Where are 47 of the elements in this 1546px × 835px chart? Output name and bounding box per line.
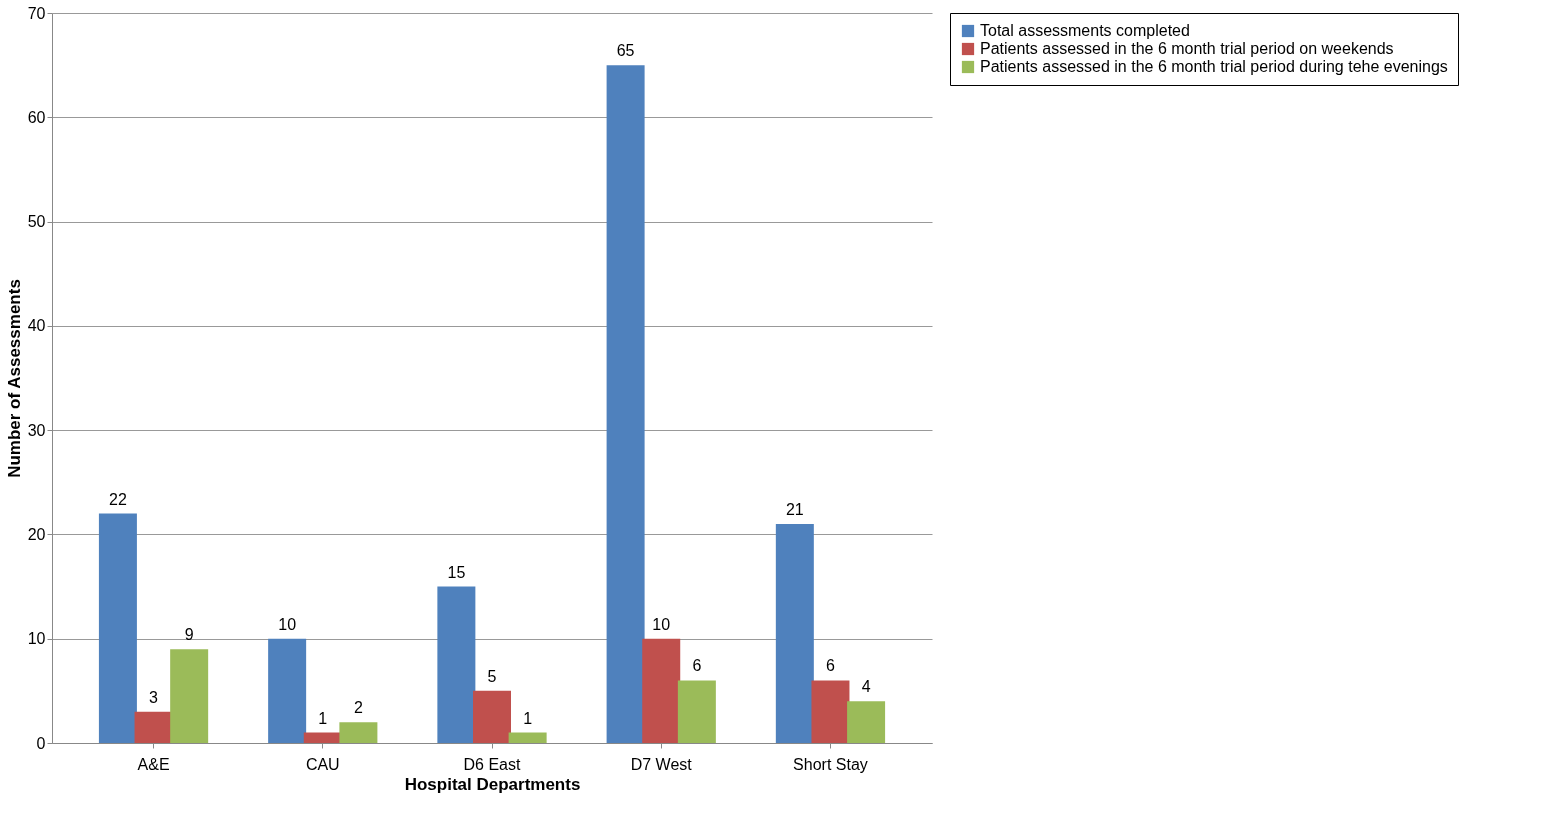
x-tick-label: A&E [137, 755, 170, 773]
bar [508, 732, 547, 743]
bar [775, 524, 814, 743]
data-label: 5 [487, 667, 497, 685]
y-tick-label: 70 [27, 4, 46, 22]
bar [473, 690, 511, 743]
data-label: 2 [353, 699, 363, 717]
data-label: 9 [184, 626, 194, 644]
y-tick-label: 30 [27, 421, 46, 439]
y-tick-label: 40 [27, 317, 46, 335]
data-label: 65 [616, 42, 635, 60]
bar [170, 649, 209, 743]
bar [642, 638, 681, 743]
data-label: 3 [149, 688, 159, 706]
bar [811, 680, 850, 743]
bar [98, 513, 137, 743]
data-label: 6 [692, 657, 702, 675]
data-label: 1 [318, 709, 328, 727]
x-tick-label: D6 East [463, 755, 522, 773]
bar [606, 65, 645, 743]
data-label: 4 [861, 678, 871, 696]
y-tick-label: 50 [27, 213, 46, 231]
legend-label: Patients assessed in the 6 month trial period during tehe evenings [980, 58, 1448, 75]
x-tick-label: D7 West [630, 755, 693, 773]
bar [134, 711, 173, 743]
data-label: 22 [109, 490, 127, 508]
bar [437, 586, 476, 743]
x-tick-label: Short Stay [793, 755, 868, 773]
legend-label: Patients assessed in the 6 month trial period on weekends [980, 40, 1394, 57]
data-label: 6 [826, 657, 836, 675]
data-label: 1 [523, 709, 533, 727]
bar [677, 680, 716, 743]
data-label: 15 [447, 563, 466, 581]
data-label: 10 [652, 615, 671, 633]
bar [339, 722, 378, 743]
y-tick-label: 10 [27, 630, 46, 648]
y-tick-label: 60 [27, 108, 46, 126]
data-label: 10 [278, 615, 297, 633]
y-axis-title: Number of Assessments [4, 279, 24, 478]
legend-label: Total assessments completed [980, 22, 1190, 39]
bar [268, 638, 307, 743]
y-tick-label: 20 [27, 525, 46, 543]
x-axis-title: Hospital Departments [404, 774, 581, 794]
bar [847, 701, 886, 743]
y-tick-label: 0 [36, 734, 46, 752]
data-label: 21 [785, 501, 804, 518]
x-tick-label: CAU [305, 755, 340, 773]
